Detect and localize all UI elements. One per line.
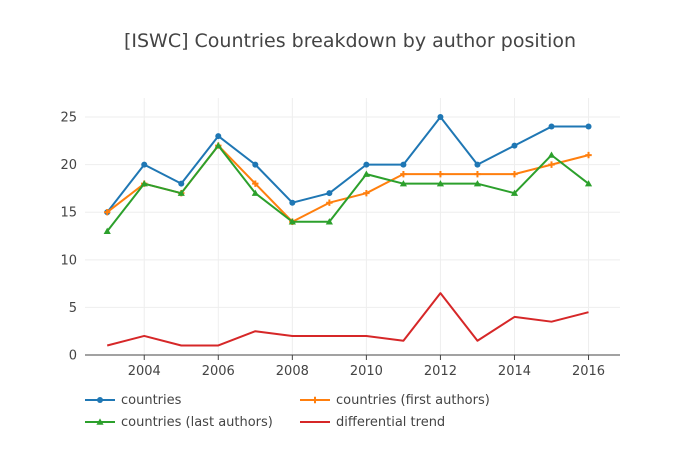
x-tick-label: 2008	[276, 364, 309, 379]
data-point	[104, 209, 111, 216]
data-point	[326, 190, 333, 197]
data-point	[511, 142, 518, 149]
x-tick-label: 2006	[202, 364, 235, 379]
legend-label: differential trend	[336, 414, 446, 430]
y-tick-label: 15	[60, 206, 77, 221]
y-tick-label: 0	[69, 349, 77, 364]
y-tick-label: 10	[60, 253, 77, 268]
x-tick-label: 2012	[424, 364, 457, 379]
x-tick-label: 2010	[350, 364, 383, 379]
grid-layer	[85, 98, 620, 355]
legend-label: countries	[121, 392, 182, 408]
data-point	[585, 123, 592, 130]
data-point	[474, 170, 481, 178]
data-point	[252, 161, 259, 168]
series-3	[106, 292, 589, 347]
data-point	[363, 189, 370, 197]
data-point	[326, 199, 333, 206]
x-tick-label: 2004	[128, 364, 161, 379]
series-0	[104, 114, 592, 216]
legend-marker	[97, 397, 103, 403]
series-layer	[103, 114, 593, 347]
legend-marker	[96, 418, 104, 425]
data-point	[325, 218, 333, 225]
y-tick-label: 20	[60, 158, 77, 173]
data-point	[215, 133, 222, 140]
data-point	[584, 180, 593, 187]
legend-label: countries (first authors)	[336, 392, 490, 408]
y-tick-label: 25	[60, 111, 77, 126]
data-point	[400, 170, 407, 178]
legend-swatch	[85, 418, 115, 425]
legend-swatch	[300, 396, 330, 404]
axis-layer: 2004 2006 2008 2010 2012 2014 2016 0 5 10 15 20 25	[60, 111, 620, 379]
data-point	[437, 170, 444, 178]
legend-marker	[311, 396, 319, 404]
series-line	[106, 144, 590, 232]
data-point	[178, 180, 185, 187]
data-point	[437, 114, 444, 121]
data-point	[511, 170, 518, 178]
series-line	[106, 292, 589, 347]
data-point	[548, 161, 555, 168]
legend-item[interactable]: differential trend	[300, 412, 445, 432]
data-point	[548, 123, 555, 130]
x-tick-label: 2016	[572, 364, 605, 379]
data-point	[177, 189, 185, 196]
data-point	[288, 218, 296, 225]
x-tick-label: 2014	[498, 364, 531, 379]
data-point	[251, 189, 259, 196]
data-point	[585, 151, 592, 159]
chart-title: [ISWC] Countries breakdown by author pos…	[123, 30, 577, 52]
series-line	[106, 116, 589, 213]
data-point	[103, 227, 111, 234]
data-point	[362, 170, 370, 177]
data-point	[400, 161, 407, 168]
data-point	[510, 189, 519, 196]
data-point	[140, 180, 148, 187]
data-point	[399, 180, 408, 187]
data-point	[214, 141, 222, 149]
data-point	[141, 161, 148, 168]
data-point	[289, 199, 296, 206]
legend-swatch	[85, 397, 115, 403]
legend-label: countries (last authors)	[121, 414, 273, 430]
legend-item[interactable]: countries (last authors)	[85, 412, 273, 432]
legend-item[interactable]: countries	[85, 390, 181, 410]
data-point	[547, 151, 556, 158]
data-point	[363, 161, 370, 168]
y-tick-label: 5	[69, 301, 77, 316]
series-2	[103, 141, 593, 234]
legend-swatch	[300, 421, 330, 423]
data-point	[473, 180, 482, 187]
data-point	[474, 161, 481, 168]
data-point	[252, 180, 259, 187]
data-point	[436, 180, 445, 187]
legend-item[interactable]: countries (first authors)	[300, 390, 490, 410]
